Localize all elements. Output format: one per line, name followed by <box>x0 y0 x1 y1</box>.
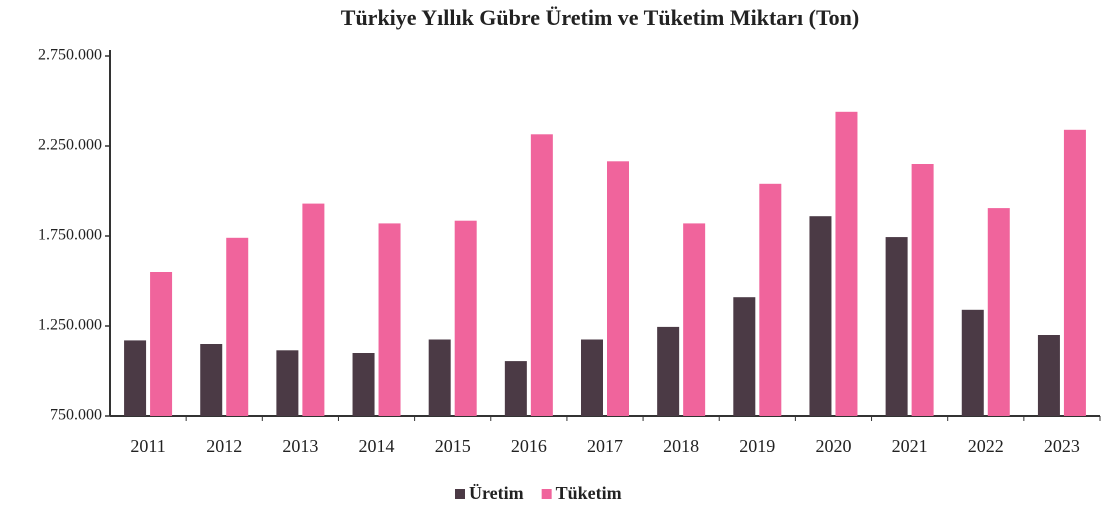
bar <box>835 111 858 417</box>
bar <box>378 223 401 416</box>
bar <box>885 237 908 416</box>
legend-label: Tüketim <box>556 483 622 503</box>
legend-label: Üretim <box>469 483 524 503</box>
bar <box>961 309 984 416</box>
x-tick-label: 2018 <box>663 436 699 456</box>
bar <box>226 237 249 416</box>
bar <box>809 216 832 416</box>
bar <box>911 164 934 416</box>
y-tick-label: 750.000 <box>50 407 102 424</box>
x-tick-label: 2016 <box>511 436 547 456</box>
x-tick-label: 2023 <box>1044 436 1080 456</box>
chart-title: Türkiye Yıllık Gübre Üretim ve Tüketim M… <box>341 5 859 30</box>
y-tick-label: 2.750.000 <box>38 47 102 64</box>
bar <box>530 134 553 417</box>
bar <box>657 326 680 416</box>
x-tick-label: 2022 <box>968 436 1004 456</box>
bar <box>733 297 756 416</box>
x-tick-label: 2020 <box>815 436 851 456</box>
y-tick-label: 2.250.000 <box>38 137 102 154</box>
x-tick-label: 2017 <box>587 436 623 456</box>
x-tick-label: 2011 <box>130 436 165 456</box>
legend-swatch <box>541 489 552 499</box>
bar <box>504 361 527 416</box>
bar <box>428 339 451 416</box>
bar <box>454 220 477 416</box>
bar <box>759 183 782 416</box>
y-tick-label: 1.250.000 <box>38 317 102 334</box>
y-tick-label: 1.750.000 <box>38 227 102 244</box>
bar <box>1037 335 1060 416</box>
legend-swatch <box>455 489 465 499</box>
x-tick-label: 2019 <box>739 436 775 456</box>
x-tick-label: 2013 <box>282 436 318 456</box>
bar <box>683 223 706 416</box>
bar <box>200 344 223 416</box>
bar <box>276 350 299 416</box>
bar <box>352 353 375 416</box>
x-tick-label: 2015 <box>435 436 471 456</box>
bar <box>150 272 173 416</box>
x-tick-label: 2014 <box>359 436 395 456</box>
bar <box>124 340 147 416</box>
bar <box>607 161 629 416</box>
bar <box>581 339 603 416</box>
bar <box>987 208 1010 416</box>
bar <box>302 203 325 416</box>
bar <box>1063 129 1086 417</box>
x-tick-label: 2012 <box>206 436 242 456</box>
x-tick-label: 2021 <box>892 436 928 456</box>
